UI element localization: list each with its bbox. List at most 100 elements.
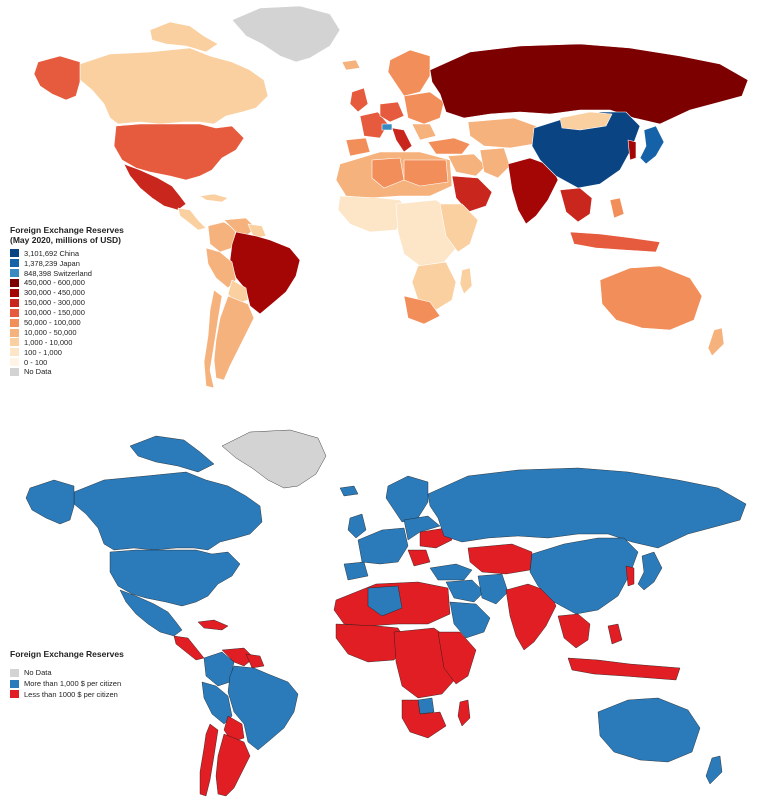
bottom-map-panel: Foreign Exchange Reserves No Data More th… <box>0 400 780 797</box>
region-canada <box>73 471 263 551</box>
region-canada-islands <box>149 21 219 53</box>
legend-swatch <box>10 348 19 357</box>
region-southern-africa <box>411 261 457 311</box>
legend-entry: 100 - 1,000 <box>10 347 140 357</box>
region-new-zealand <box>707 327 725 357</box>
region-saudi-arabia <box>449 601 491 639</box>
region-philippines <box>609 197 625 219</box>
legend-swatch <box>10 298 19 307</box>
legend-entry: 300,000 - 450,000 <box>10 288 140 298</box>
region-west-africa <box>337 195 411 233</box>
region-west-africa <box>335 623 409 663</box>
region-algeria <box>371 157 405 189</box>
region-japan <box>639 125 665 165</box>
region-central-america <box>177 207 207 231</box>
region-argentina <box>213 295 255 381</box>
legend-label: 0 - 100 <box>24 357 48 367</box>
region-uk <box>347 513 367 539</box>
region-greenland <box>231 5 341 63</box>
legend-label: 50,000 - 100,000 <box>24 317 81 327</box>
region-new-zealand <box>705 755 723 785</box>
legend-title: Foreign Exchange Reserves (May 2020, mil… <box>10 225 124 245</box>
top-map-legend: Foreign Exchange Reserves (May 2020, mil… <box>10 225 140 377</box>
region-indonesia <box>567 657 681 681</box>
reserves-per-citizen-map <box>25 429 747 797</box>
region-madagascar <box>457 699 471 727</box>
region-middle-east <box>445 579 485 603</box>
bottom-map-legend: Foreign Exchange Reserves No Data More th… <box>10 649 140 700</box>
region-russia <box>429 43 749 125</box>
region-switzerland <box>381 123 393 131</box>
legend-swatch <box>10 279 19 288</box>
region-iran <box>479 147 511 179</box>
region-korea <box>625 565 635 587</box>
legend-entry: 3,101,692 China <box>10 249 140 259</box>
region-algeria <box>367 585 403 617</box>
region-east-africa <box>437 631 477 685</box>
region-venezuela <box>221 647 255 667</box>
region-chile <box>203 289 223 389</box>
region-greenland <box>221 429 327 489</box>
legend-entry: Less than 1000 $ per citizen <box>10 689 140 700</box>
legend-label: 300,000 - 450,000 <box>24 288 85 298</box>
region-saudi-arabia <box>451 175 493 213</box>
legend-entry: 150,000 - 300,000 <box>10 298 140 308</box>
legend-label: 150,000 - 300,000 <box>24 298 85 308</box>
region-madagascar <box>459 267 473 295</box>
region-australia <box>597 697 701 763</box>
region-guianas <box>247 223 267 239</box>
region-middle-east <box>447 153 487 177</box>
legend-label: 450,000 - 600,000 <box>24 278 85 288</box>
legend-label: No Data <box>24 668 52 678</box>
region-alaska <box>33 55 81 101</box>
region-eastern-europe <box>403 91 445 125</box>
region-germany <box>379 101 405 123</box>
legend-entry: 0 - 100 <box>10 357 140 367</box>
region-china <box>531 111 641 189</box>
legend-entry: 450,000 - 600,000 <box>10 278 140 288</box>
legend-label: More than 1,000 $ per citizen <box>24 679 122 689</box>
region-india <box>507 157 559 225</box>
region-canada-islands <box>129 435 215 473</box>
region-chile <box>199 723 219 797</box>
region-spain <box>345 137 371 157</box>
legend-swatch <box>10 338 19 347</box>
legend-entry: 1,000 - 10,000 <box>10 338 140 348</box>
legend-label: 1,000 - 10,000 <box>24 337 73 347</box>
region-philippines <box>607 623 623 645</box>
legend-swatch <box>10 679 19 688</box>
region-india <box>505 583 557 651</box>
legend-swatch <box>10 259 19 268</box>
region-turkey <box>427 137 471 155</box>
legend-swatch <box>10 328 19 337</box>
region-korea <box>627 139 637 161</box>
region-iceland <box>339 485 359 497</box>
region-caribbean <box>199 193 229 203</box>
legend-entry: 50,000 - 100,000 <box>10 318 140 328</box>
region-southern-africa <box>401 699 447 739</box>
region-central-america <box>173 635 205 661</box>
region-venezuela <box>223 217 257 237</box>
legend-label: 848,398 Switzerland <box>24 268 92 278</box>
top-map-panel: Foreign Exchange Reserves (May 2020, mil… <box>10 5 749 389</box>
legend-entry: No Data <box>10 668 140 679</box>
region-spain <box>343 561 369 581</box>
legend-label: No Data <box>24 367 52 377</box>
region-western-europe <box>357 527 409 565</box>
legend-swatch <box>10 289 19 298</box>
region-iceland <box>341 59 361 71</box>
legend-entry: 10,000 - 50,000 <box>10 328 140 338</box>
legend-label: 100 - 1,000 <box>24 347 62 357</box>
reserves-choropleth-map <box>33 5 749 389</box>
region-mongolia <box>559 111 613 131</box>
legend-swatch <box>10 358 19 367</box>
region-france <box>359 111 389 139</box>
legend-label: 100,000 - 150,000 <box>24 308 85 318</box>
region-caribbean <box>197 619 229 631</box>
region-indonesia <box>569 231 661 253</box>
region-scandinavia <box>387 49 431 97</box>
region-russia <box>427 467 747 549</box>
legend-entry: More than 1,000 $ per citizen <box>10 678 140 689</box>
region-alaska <box>25 479 75 525</box>
region-canada <box>79 47 269 125</box>
